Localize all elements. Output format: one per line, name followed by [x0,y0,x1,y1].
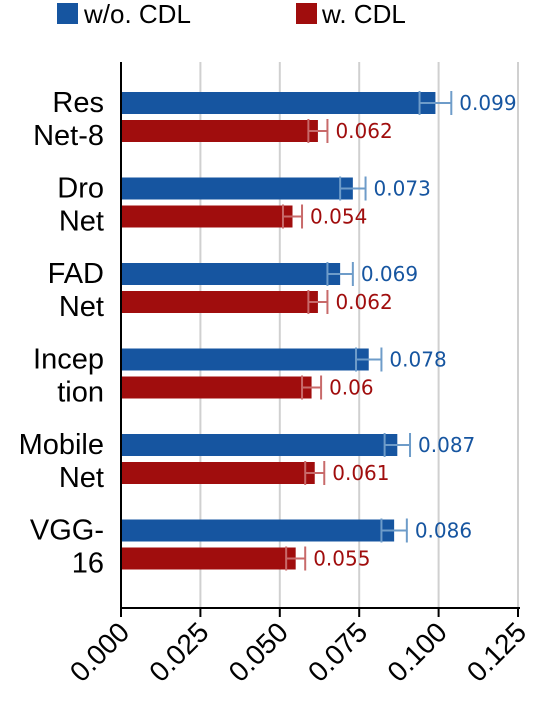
value-label-0-0: 0.099 [459,91,516,115]
value-label-1-2: 0.062 [335,290,392,314]
value-label-0-1: 0.073 [374,177,431,201]
value-label-1-1: 0.054 [310,205,367,229]
bars: 0.099 0.062 0.073 0.054 0.069 0.062 0.078 0.06 0… [121,91,517,571]
x-tick-label-0: 0.000 [64,616,135,687]
value-label-0-2: 0.069 [361,262,418,286]
legend-swatch-1 [296,3,317,24]
value-label-1-5: 0.055 [313,547,370,571]
category-label-0: Res Net-8 [33,87,104,152]
x-tick-labels: 0.000 0.025 0.050 0.075 0.100 0.125 [64,616,532,687]
category-labels: Res Net-8 Dro Net FAD Net Incep tion Mobile Net VG… [19,87,104,580]
value-label-1-0: 0.062 [335,119,392,143]
x-tick-label-1: 0.025 [143,616,214,687]
bar-0-1 [121,177,353,200]
bar-1-4 [121,462,315,484]
value-label-0-3: 0.078 [389,348,446,372]
bar-1-1 [121,205,293,228]
category-label-5: VGG-16 [30,515,104,580]
legend-label-1: w. CDL [321,0,406,29]
bar-0-2 [121,263,341,285]
bar-0-5 [121,519,395,542]
legend-label-0: w/o. CDL [83,0,191,29]
category-label-3: Incep tion [33,344,104,409]
bar-1-3 [121,376,312,399]
value-label-1-3: 0.06 [329,376,374,400]
bar-0-0 [121,92,436,114]
bar-1-0 [121,120,318,142]
axes [120,62,520,617]
bar-0-4 [121,434,398,456]
grid-lines [199,62,519,608]
bar-0-3 [121,348,369,371]
x-tick-label-2: 0.050 [223,616,294,687]
value-label-1-4: 0.061 [332,461,389,485]
value-label-0-4: 0.087 [418,433,475,457]
x-tick-label-4: 0.100 [381,616,452,687]
value-label-0-5: 0.086 [415,519,472,543]
legend: w/o. CDL w. CDL [57,0,406,29]
x-tick-label-5: 0.125 [461,616,532,687]
bar-1-2 [121,291,318,313]
category-label-1: Dro Net [57,173,104,238]
legend-swatch-0 [57,3,78,24]
category-label-4: Mobile Net [19,429,104,494]
category-label-2: FAD Net [48,258,104,323]
bar-1-5 [121,547,296,570]
x-tick-label-3: 0.075 [302,616,373,687]
